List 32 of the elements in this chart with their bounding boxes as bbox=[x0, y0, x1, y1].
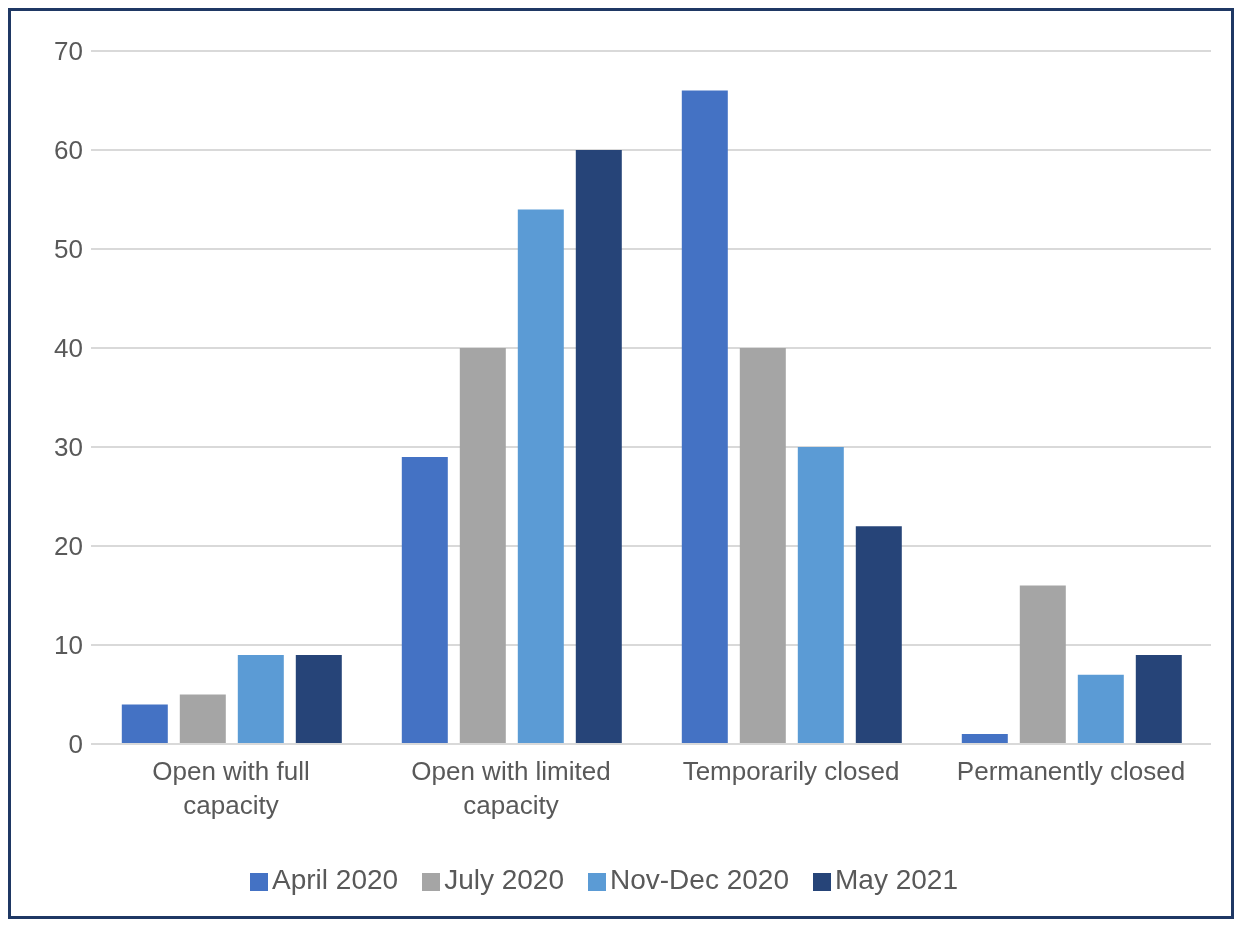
y-tick-label: 50 bbox=[54, 234, 83, 265]
legend-label: Nov-Dec 2020 bbox=[610, 864, 789, 895]
bar bbox=[401, 456, 448, 744]
bar bbox=[1135, 654, 1182, 744]
bar bbox=[1077, 674, 1124, 744]
y-tick-label: 0 bbox=[68, 729, 83, 760]
bar bbox=[855, 526, 902, 744]
y-tick-label: 30 bbox=[54, 432, 83, 463]
y-tick-label: 60 bbox=[54, 135, 83, 166]
bar bbox=[121, 704, 168, 744]
bar bbox=[237, 654, 284, 744]
y-tick-label: 70 bbox=[54, 36, 83, 67]
y-tick-label: 10 bbox=[54, 630, 83, 661]
x-tick-label: Permanently closed bbox=[956, 756, 1186, 786]
x-tick-label: Open with limited capacity bbox=[411, 756, 611, 820]
bar bbox=[517, 209, 564, 744]
x-tick-label: Temporarily closed bbox=[682, 756, 900, 786]
y-tick-label: 20 bbox=[54, 531, 83, 562]
bar bbox=[179, 694, 226, 744]
y-tick-label: 40 bbox=[54, 333, 83, 364]
bar bbox=[1019, 585, 1066, 744]
legend-label: July 2020 bbox=[444, 864, 564, 895]
x-tick-label: Open with full capacity bbox=[152, 756, 310, 820]
bar bbox=[295, 654, 342, 744]
bar bbox=[459, 348, 506, 744]
bar bbox=[797, 447, 844, 744]
legend-label: May 2021 bbox=[834, 864, 958, 895]
legend-label: April 2020 bbox=[272, 864, 399, 895]
bar bbox=[575, 150, 622, 744]
bar bbox=[681, 90, 728, 744]
bar bbox=[739, 348, 786, 744]
bar bbox=[961, 734, 1008, 744]
